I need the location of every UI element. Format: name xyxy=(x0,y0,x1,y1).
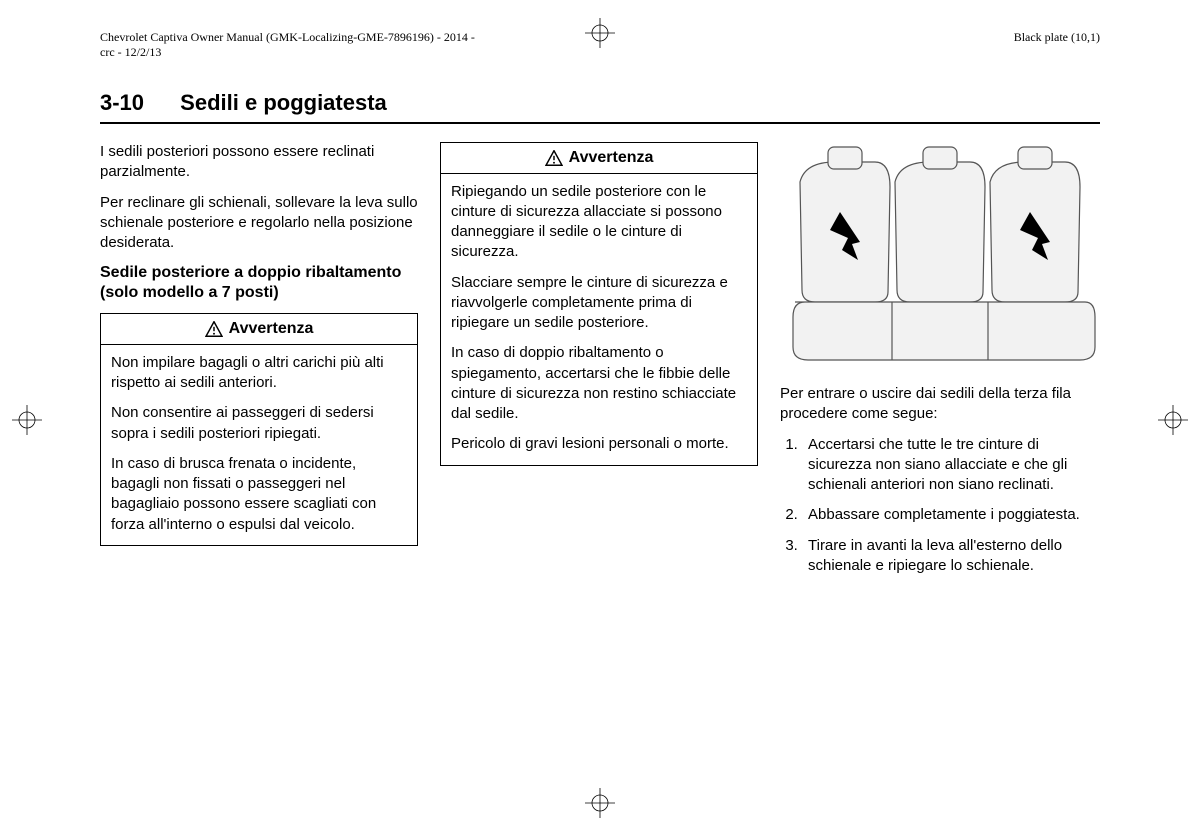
w1-p3: In caso di brusca frenata o incidente, b… xyxy=(111,454,407,535)
warning-label-2: Avvertenza xyxy=(569,147,654,169)
warning-triangle-icon xyxy=(545,150,563,166)
plate-label: Black plate (10,1) xyxy=(1014,30,1100,60)
warning-title-1: Avvertenza xyxy=(101,314,417,345)
content-columns: I sedili posteriori possono essere recli… xyxy=(100,142,1100,586)
cropmark-top xyxy=(585,18,615,48)
column-2: Avvertenza Ripiegando un sedile posterio… xyxy=(440,142,758,586)
w2-p3: In caso di doppio ribaltamento o spiegam… xyxy=(451,343,747,424)
col3-intro: Per entrare o uscire dai sedili della te… xyxy=(780,384,1100,425)
seat-illustration xyxy=(780,142,1100,372)
w1-p2: Non consentire ai passeggeri di sedersi … xyxy=(111,403,407,444)
step-1: Accertarsi che tutte le tre cinture di s… xyxy=(802,435,1100,496)
w1-p1: Non impilare bagagli o altri carichi più… xyxy=(111,353,407,394)
step-2: Abbassare completamente i poggiatesta. xyxy=(802,505,1100,525)
w2-p1: Ripiegando un sedile posteriore con le c… xyxy=(451,182,747,263)
doc-id: Chevrolet Captiva Owner Manual (GMK-Loca… xyxy=(100,30,475,60)
page-heading: 3-10 Sedili e poggiatesta xyxy=(100,90,1100,124)
warning-title-2: Avvertenza xyxy=(441,143,757,174)
w2-p2: Slacciare sempre le cinture di sicurezza… xyxy=(451,273,747,334)
page-number: 3-10 xyxy=(100,90,144,115)
column-1: I sedili posteriori possono essere recli… xyxy=(100,142,418,586)
page-title: Sedili e poggiatesta xyxy=(180,90,387,115)
cropmark-left xyxy=(12,405,42,435)
doc-line1: Chevrolet Captiva Owner Manual (GMK-Loca… xyxy=(100,30,475,44)
column-3: Per entrare o uscire dai sedili della te… xyxy=(780,142,1100,586)
col1-p1: I sedili posteriori possono essere recli… xyxy=(100,142,418,183)
step-3: Tirare in avanti la leva all'esterno del… xyxy=(802,536,1100,577)
doc-line2: crc - 12/2/13 xyxy=(100,45,161,59)
warning-body-1: Non impilare bagagli o altri carichi più… xyxy=(101,345,417,545)
warning-label-1: Avvertenza xyxy=(229,318,314,340)
warning-box-1: Avvertenza Non impilare bagagli o altri … xyxy=(100,313,418,546)
steps-list: Accertarsi che tutte le tre cinture di s… xyxy=(780,435,1100,577)
cropmark-right xyxy=(1158,405,1188,435)
w2-p4: Pericolo di gravi lesioni personali o mo… xyxy=(451,434,747,454)
warning-box-2: Avvertenza Ripiegando un sedile posterio… xyxy=(440,142,758,466)
cropmark-bottom xyxy=(585,788,615,818)
warning-triangle-icon xyxy=(205,321,223,337)
warning-body-2: Ripiegando un sedile posteriore con le c… xyxy=(441,174,757,465)
col1-p2: Per reclinare gli schienali, sollevare l… xyxy=(100,193,418,254)
col1-subheading: Sedile posteriore a doppio ribaltamento … xyxy=(100,263,418,303)
